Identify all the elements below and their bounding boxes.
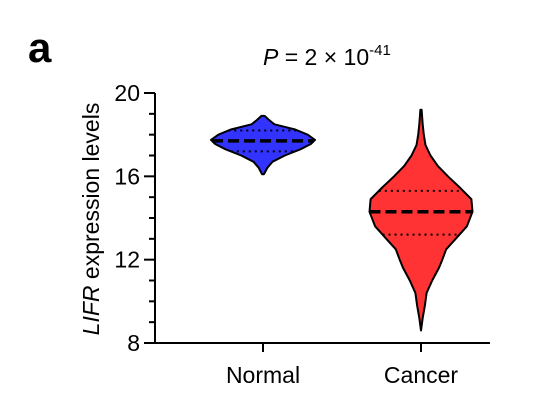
y-tick-label: 20 [114, 80, 140, 106]
plot-area: 8 12 16 20 Normal Cancer [114, 80, 490, 388]
panel-label: a [28, 24, 52, 71]
x-tick-label-normal: Normal [226, 362, 300, 388]
violin-normal [210, 114, 316, 176]
y-tick-label: 16 [114, 163, 140, 189]
y-axis-label-gene: LIFR [78, 285, 104, 335]
p-symbol: P [263, 44, 279, 70]
p-equals: = 2 × 10 [278, 44, 369, 70]
x-tick-label-cancer: Cancer [384, 362, 458, 388]
p-value-annotation: P = 2 × 10-41 [263, 42, 391, 70]
p-exponent: -41 [369, 42, 391, 59]
y-axis-label: LIFR expression levels [78, 103, 104, 336]
violin-cancer [368, 108, 474, 332]
y-tick-label: 12 [114, 247, 140, 273]
y-axis-label-rest: expression levels [78, 103, 104, 286]
y-tick-label: 8 [127, 330, 140, 356]
